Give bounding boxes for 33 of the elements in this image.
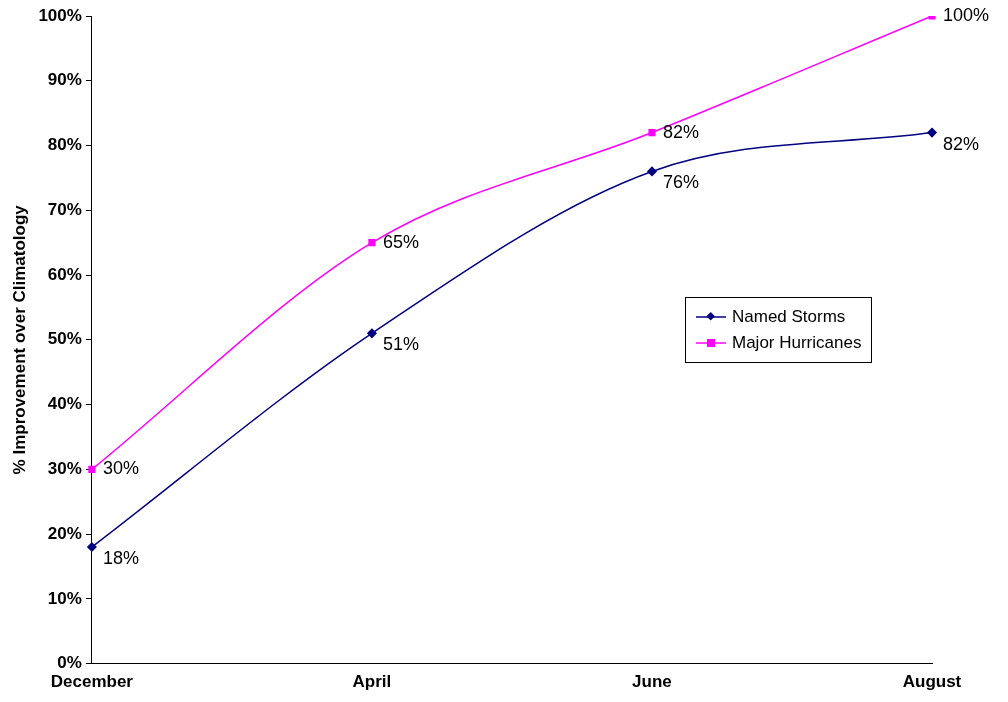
x-tick-label: August <box>902 672 962 692</box>
y-tick-label: 10% <box>47 588 82 608</box>
y-tick-label: 30% <box>47 459 82 479</box>
y-tick-label: 50% <box>47 329 82 349</box>
y-tick-label: 70% <box>47 199 82 219</box>
data-label: 82% <box>943 133 980 154</box>
data-label: 100% <box>943 4 990 25</box>
y-tick-label: 0% <box>57 653 82 673</box>
data-label: 51% <box>382 334 419 355</box>
x-tick-label: June <box>632 672 672 692</box>
point <box>927 127 937 138</box>
point <box>87 542 97 552</box>
data-label: 30% <box>102 458 139 479</box>
point <box>647 166 657 177</box>
data-label: 82% <box>662 121 699 142</box>
point <box>648 128 656 137</box>
y-axis-title: % Improvement over Climatology <box>9 204 29 475</box>
point <box>367 328 377 339</box>
y-tick-label: 80% <box>47 135 82 155</box>
legend-label: Major Hurricanes <box>732 331 862 354</box>
x-tick-label: April <box>352 672 392 692</box>
y-tick-label: 20% <box>47 523 82 543</box>
data-label: 65% <box>382 231 419 252</box>
y-tick-label: 40% <box>47 394 82 414</box>
data-label: 76% <box>662 172 699 193</box>
point <box>368 239 376 247</box>
legend-label: Named Storms <box>732 305 846 328</box>
data-label: 18% <box>102 548 139 568</box>
y-tick-label: 90% <box>47 70 82 90</box>
x-tick-label: December <box>50 672 134 692</box>
point <box>88 465 96 473</box>
y-tick-label: 100% <box>38 5 82 25</box>
y-tick-label: 60% <box>47 264 82 284</box>
